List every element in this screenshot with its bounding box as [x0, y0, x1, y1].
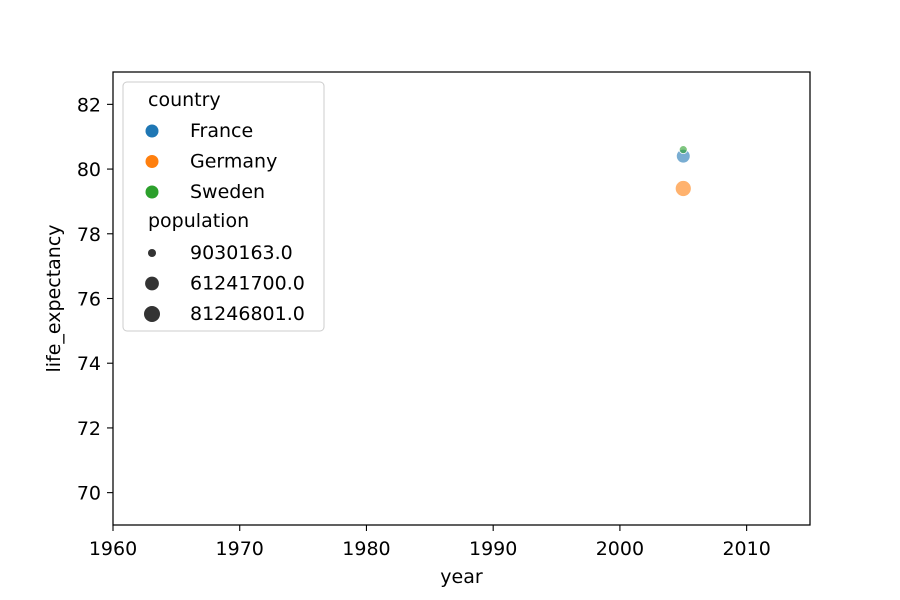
legend-marker-sweden	[145, 185, 159, 199]
y-tick-label: 72	[77, 418, 101, 440]
legend-size-title: population	[148, 210, 249, 232]
legend-size-items: 9030163.0 61241700.0 81246801.0	[144, 242, 305, 325]
data-point-sweden	[678, 145, 688, 155]
y-tick-label: 76	[77, 289, 101, 311]
x-axis-label: year	[440, 566, 483, 588]
legend-marker-germany	[145, 155, 159, 168]
y-tick-label: 70	[77, 483, 101, 505]
x-axis: 1960 1970 1980 1990 2000 2010	[89, 525, 771, 560]
data-points	[674, 145, 692, 197]
legend-size-label: 9030163.0	[190, 242, 293, 264]
y-axis: 70 72 74 76 78 80 82	[77, 94, 113, 505]
legend-size-marker	[148, 249, 156, 257]
y-tick-label: 74	[77, 353, 101, 375]
legend-hue-items: France Germany Sweden	[145, 120, 277, 203]
legend-label-sweden: Sweden	[190, 181, 265, 203]
x-tick-label: 1970	[216, 538, 264, 560]
legend: country France Germany Sweden population 9…	[122, 81, 325, 332]
legend-size-marker	[145, 276, 159, 291]
x-tick-label: 1990	[469, 538, 517, 560]
legend-label-france: France	[190, 120, 253, 142]
y-axis-label: life_expectancy	[43, 224, 65, 372]
x-tick-label: 2000	[596, 538, 644, 560]
x-tick-label: 1980	[342, 538, 390, 560]
x-tick-label: 1960	[89, 538, 137, 560]
legend-size-marker	[144, 306, 160, 322]
y-tick-label: 80	[77, 159, 101, 181]
legend-size-label: 61241700.0	[190, 273, 305, 295]
legend-box	[122, 81, 325, 332]
y-tick-label: 82	[77, 94, 101, 116]
data-point-germany	[674, 180, 692, 197]
y-tick-label: 78	[77, 224, 101, 246]
legend-label-germany: Germany	[190, 151, 277, 173]
legend-size-label: 81246801.0	[190, 303, 305, 325]
legend-hue-title: country	[148, 89, 221, 111]
x-tick-label: 2010	[722, 538, 770, 560]
legend-marker-france	[145, 124, 159, 138]
